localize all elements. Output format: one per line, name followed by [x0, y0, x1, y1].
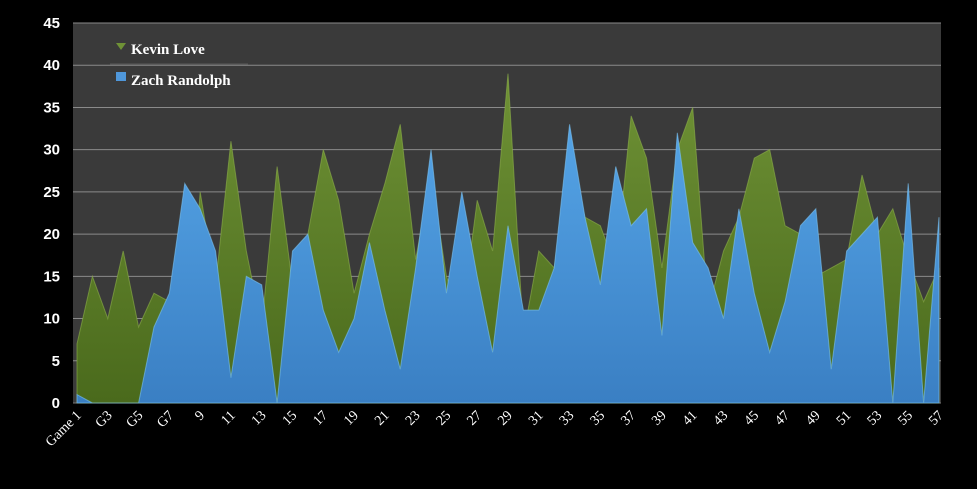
y-tick-label: 15	[43, 268, 60, 285]
x-tick-label: 27	[465, 408, 486, 429]
x-tick-label: 13	[249, 408, 270, 429]
y-tick-label: 35	[43, 99, 60, 116]
x-tick-label: 25	[434, 408, 455, 429]
x-tick-label: 37	[618, 408, 639, 429]
legend-label-zach-randolph: Zach Randolph	[131, 73, 231, 89]
y-tick-label: 30	[43, 142, 60, 159]
y-tick-label: 0	[52, 395, 60, 412]
x-tick-label: 41	[680, 408, 701, 429]
y-tick-label: 5	[52, 353, 60, 370]
x-tick-label: 31	[526, 408, 547, 429]
x-tick-label: 19	[341, 408, 362, 429]
x-tick-label: 29	[495, 408, 516, 429]
x-tick-label: 15	[280, 408, 301, 429]
x-tick-label: 11	[219, 408, 239, 428]
x-tick-label: 9	[192, 408, 208, 424]
x-tick-label: 57	[926, 408, 947, 429]
legend-swatch-kevin-love	[116, 43, 126, 50]
x-tick-label: Game 1	[43, 408, 85, 450]
legend-label-kevin-love: Kevin Love	[131, 42, 205, 58]
x-tick-label: 23	[403, 408, 424, 429]
y-tick-label: 40	[43, 57, 60, 74]
x-tick-label: 43	[711, 408, 732, 429]
x-tick-label: 51	[834, 408, 855, 429]
x-tick-label: G5	[124, 408, 147, 431]
x-tick-label: G3	[93, 408, 116, 431]
x-tick-label: 35	[588, 408, 609, 429]
x-tick-label: 53	[865, 408, 886, 429]
x-tick-label: 21	[372, 408, 393, 429]
x-tick-label: 39	[649, 408, 670, 429]
legend-swatch-zach-randolph	[116, 72, 126, 81]
x-tick-label: 33	[557, 408, 578, 429]
y-tick-label: 45	[43, 15, 60, 32]
x-tick-label: 17	[311, 408, 332, 429]
x-tick-label: 49	[803, 408, 824, 429]
x-tick-label: 55	[896, 408, 917, 429]
x-tick-label: 45	[742, 408, 763, 429]
legend: Kevin Love Zach Randolph	[110, 36, 250, 92]
area-zach-randolph	[76, 124, 940, 404]
y-tick-label: 10	[43, 311, 60, 328]
y-tick-label: 25	[43, 184, 60, 201]
x-tick-label: 47	[772, 408, 793, 429]
x-tick-label: G7	[154, 408, 177, 431]
y-tick-label: 20	[43, 226, 60, 243]
